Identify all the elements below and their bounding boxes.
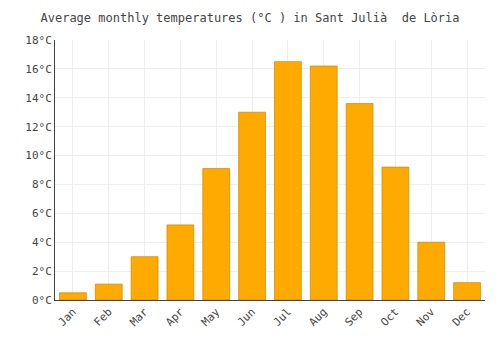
svg-text:6°C: 6°C: [32, 207, 52, 220]
svg-text:12°C: 12°C: [25, 121, 52, 134]
svg-text:Sep: Sep: [342, 306, 365, 329]
svg-text:18°C: 18°C: [25, 34, 52, 47]
svg-text:Average monthly temperatures (: Average monthly temperatures (°C ) in Sa…: [40, 11, 459, 25]
svg-text:Jun: Jun: [235, 306, 258, 329]
svg-text:4°C: 4°C: [32, 236, 52, 249]
svg-text:0°C: 0°C: [32, 294, 52, 307]
svg-text:Oct: Oct: [378, 306, 401, 329]
svg-text:Nov: Nov: [414, 305, 438, 329]
svg-text:Mar: Mar: [127, 305, 151, 329]
svg-text:May: May: [199, 305, 223, 329]
svg-text:Aug: Aug: [307, 306, 330, 329]
svg-text:Jan: Jan: [56, 306, 79, 329]
svg-text:Apr: Apr: [163, 305, 187, 329]
svg-text:Feb: Feb: [92, 306, 115, 329]
svg-text:14°C: 14°C: [25, 92, 52, 105]
svg-text:Dec: Dec: [450, 306, 473, 329]
svg-text:16°C: 16°C: [25, 63, 52, 76]
svg-text:10°C: 10°C: [25, 149, 52, 162]
svg-text:8°C: 8°C: [32, 178, 52, 191]
svg-text:2°C: 2°C: [32, 265, 52, 278]
svg-text:Jul: Jul: [271, 306, 294, 329]
